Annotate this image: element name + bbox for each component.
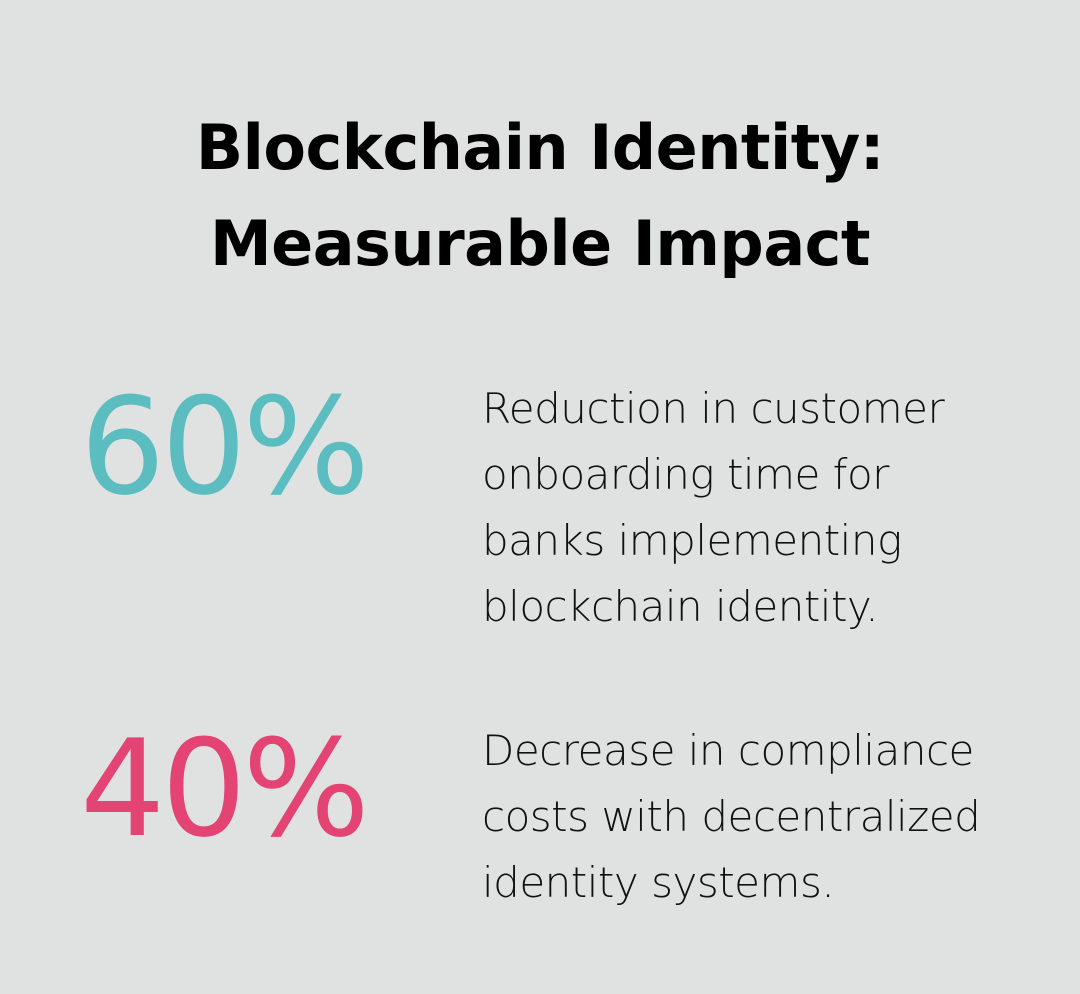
stat-description-onboarding: Reduction in customer onboarding time fo… <box>482 376 1062 640</box>
description-line: blockchain identity. <box>482 582 879 631</box>
stat-value-onboarding: 60% <box>80 369 370 525</box>
title-line-2: Measurable Impact <box>209 207 871 280</box>
description-line: Decrease in compliance <box>482 726 974 775</box>
description-line: identity systems. <box>482 858 835 907</box>
page-title: Blockchain Identity: Measurable Impact <box>0 100 1080 292</box>
description-line: banks implementing <box>482 516 902 565</box>
description-line: onboarding time for <box>482 450 889 499</box>
description-line: costs with decentralized <box>482 792 981 841</box>
stat-description-compliance: Decrease in compliance costs with decent… <box>482 718 1062 916</box>
description-line: Reduction in customer <box>482 384 945 433</box>
stat-value-compliance: 40% <box>80 711 370 867</box>
title-line-1: Blockchain Identity: <box>195 111 885 184</box>
